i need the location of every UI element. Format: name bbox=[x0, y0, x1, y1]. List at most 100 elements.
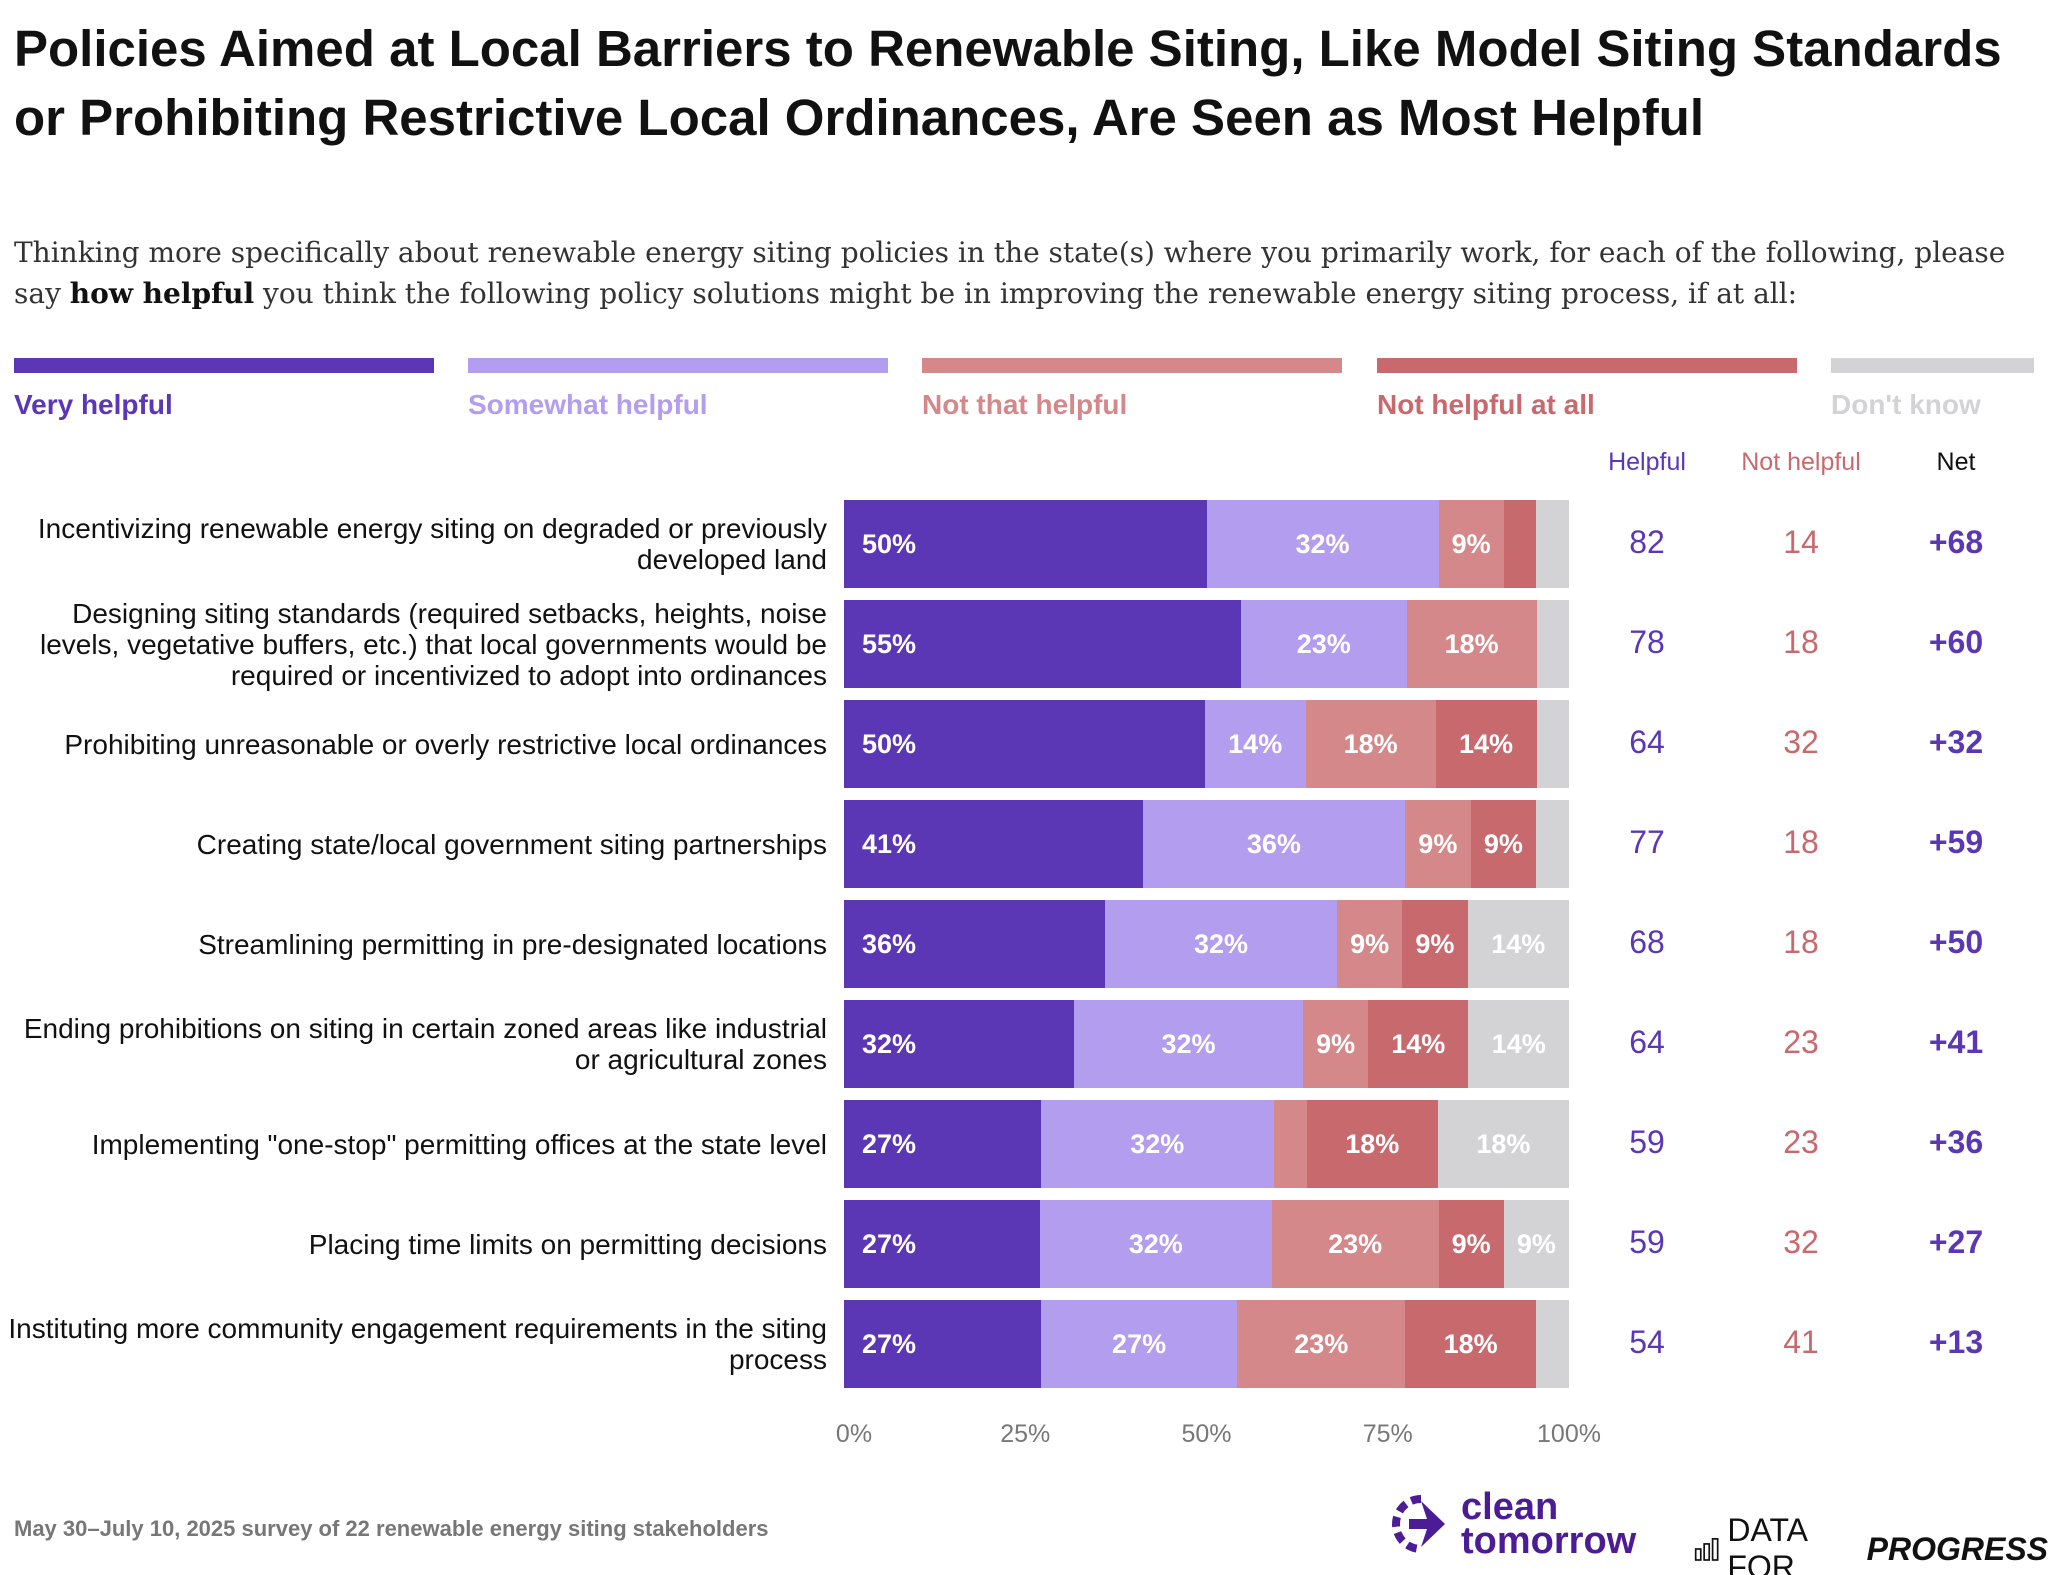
bar-segment-very-helpful: 55% bbox=[844, 600, 1241, 688]
data-label: 23% bbox=[1296, 628, 1351, 659]
data-label: 18% bbox=[1345, 1128, 1400, 1159]
legend-swatch bbox=[14, 358, 434, 373]
data-label: 23% bbox=[1294, 1328, 1349, 1359]
data-label: 23% bbox=[1328, 1228, 1383, 1259]
net-value: +59 bbox=[1928, 824, 1984, 860]
data-label: 9% bbox=[1316, 1028, 1356, 1059]
legend-label: Not that helpful bbox=[922, 389, 1128, 420]
bar-segment-somewhat-helpful: 32% bbox=[1040, 1100, 1274, 1188]
logo-text-plain: DATA FOR bbox=[1727, 1512, 1807, 1575]
bar-segment-don-t-know bbox=[1536, 600, 1569, 688]
data-label: 27% bbox=[862, 1328, 917, 1359]
bar-segment-don-t-know: 14% bbox=[1467, 900, 1569, 988]
bar-segment-not-that-helpful: 9% bbox=[1303, 1000, 1368, 1088]
bar-segment-don-t-know: 9% bbox=[1503, 1200, 1569, 1288]
data-label: 9% bbox=[1451, 528, 1491, 559]
net-value: +13 bbox=[1928, 1324, 1984, 1360]
data-for-progress-logo: DATA FOR PROGRESS bbox=[1694, 1512, 2048, 1575]
chart-subtitle: Thinking more specifically about renewab… bbox=[14, 232, 2034, 314]
helpful-value: 59 bbox=[1629, 1124, 1665, 1160]
bar-segment-not-that-helpful: 18% bbox=[1406, 600, 1537, 688]
legend-label: Not helpful at all bbox=[1377, 389, 1595, 420]
stacked-bar: 27% 32% 23% 9% 9% bbox=[844, 1200, 1569, 1288]
net-value: +36 bbox=[1928, 1124, 1984, 1160]
stacked-bar: 50% 32% 9% bbox=[844, 500, 1569, 588]
subtitle-text-end: you think the following policy solutions… bbox=[254, 277, 1798, 310]
x-tick-label: 75% bbox=[1362, 1420, 1413, 1448]
bar-segment-somewhat-helpful: 32% bbox=[1073, 1000, 1304, 1088]
helpful-value: 77 bbox=[1629, 824, 1665, 860]
data-label: 18% bbox=[1476, 1128, 1531, 1159]
logo-line-2: tomorrow bbox=[1461, 1520, 1637, 1562]
x-tick-label: 100% bbox=[1537, 1420, 1601, 1448]
bar-segment-not-that-helpful: 23% bbox=[1237, 1300, 1406, 1388]
row-label-text: Prohibiting unreasonable or overly restr… bbox=[64, 728, 827, 760]
data-label: 55% bbox=[862, 628, 917, 659]
not-helpful-value: 18 bbox=[1783, 624, 1819, 660]
bar-segment-don-t-know bbox=[1536, 700, 1569, 788]
row-label: Designing siting standards (required set… bbox=[0, 590, 827, 698]
bar-segment-not-helpful-at-all: 18% bbox=[1405, 1300, 1537, 1388]
bar-segment-don-t-know: 18% bbox=[1437, 1100, 1569, 1188]
legend-swatch bbox=[1377, 358, 1797, 373]
data-label: 50% bbox=[862, 728, 917, 759]
chart-title: Policies Aimed at Local Barriers to Rene… bbox=[14, 20, 2002, 146]
net-value: +27 bbox=[1928, 1224, 1984, 1260]
row-label-text: Instituting more community engagement re… bbox=[8, 1313, 827, 1375]
bar-segment-not-that-helpful: 9% bbox=[1337, 900, 1403, 988]
bar-segment-very-helpful: 27% bbox=[844, 1100, 1041, 1188]
data-label: 50% bbox=[862, 528, 917, 559]
helpful-value: 78 bbox=[1629, 624, 1665, 660]
not-helpful-value: 23 bbox=[1783, 1024, 1819, 1060]
legend-label: Don't know bbox=[1831, 389, 1981, 420]
net-value: +60 bbox=[1928, 624, 1984, 660]
net-value: +41 bbox=[1928, 1024, 1984, 1060]
data-label: 18% bbox=[1444, 628, 1499, 659]
legend-label: Very helpful bbox=[14, 389, 173, 420]
bar-segment-somewhat-helpful: 36% bbox=[1142, 800, 1406, 888]
row-label-text: Implementing "one-stop" permitting offic… bbox=[91, 1128, 827, 1160]
row-label-text: Placing time limits on permitting decisi… bbox=[308, 1228, 827, 1260]
x-tick-label: 50% bbox=[1181, 1420, 1232, 1448]
bar-segment-very-helpful: 27% bbox=[844, 1300, 1041, 1388]
clean-tomorrow-logo: clean tomorrow bbox=[1387, 1488, 1637, 1562]
row-label: Streamlining permitting in pre-designate… bbox=[0, 890, 827, 998]
data-label: 9% bbox=[1516, 1228, 1556, 1259]
legend-swatch bbox=[922, 358, 1342, 373]
data-label: 9% bbox=[1483, 828, 1523, 859]
data-label: 14% bbox=[1391, 1028, 1446, 1059]
not-helpful-value: 23 bbox=[1783, 1124, 1819, 1160]
bar-segment-not-helpful-at-all: 9% bbox=[1438, 1200, 1504, 1288]
bar-segment-very-helpful: 50% bbox=[844, 500, 1207, 588]
bar-segment-don-t-know bbox=[1536, 500, 1569, 588]
stacked-bar: 27% 32% 18% 18% bbox=[844, 1100, 1569, 1188]
bar-segment-not-that-helpful: 18% bbox=[1305, 700, 1436, 788]
data-label: 27% bbox=[862, 1128, 917, 1159]
bar-segment-not-that-helpful: 9% bbox=[1405, 800, 1471, 888]
data-label: 9% bbox=[1350, 928, 1390, 959]
row-label: Instituting more community engagement re… bbox=[0, 1290, 827, 1398]
data-label: 32% bbox=[862, 1028, 917, 1059]
helpful-value: 82 bbox=[1629, 524, 1665, 560]
stacked-bar: 32% 32% 9% 14% 14% bbox=[844, 1000, 1569, 1088]
row-label: Prohibiting unreasonable or overly restr… bbox=[0, 690, 827, 798]
not-helpful-value: 32 bbox=[1783, 1224, 1819, 1260]
stacked-bar: 27% 27% 23% 18% bbox=[844, 1300, 1569, 1388]
bar-segment-not-helpful-at-all: 9% bbox=[1402, 900, 1468, 988]
subtitle-text: Thinking more specifically about renewab… bbox=[14, 236, 2006, 310]
column-header-net: Net bbox=[1936, 448, 1976, 476]
bar-segment-very-helpful: 32% bbox=[844, 1000, 1074, 1088]
legend-item: Very helpful bbox=[14, 358, 434, 421]
bar-segment-very-helpful: 27% bbox=[844, 1200, 1040, 1288]
data-label: 14% bbox=[1491, 1028, 1546, 1059]
clean-tomorrow-arrow-icon bbox=[1392, 1495, 1445, 1553]
bar-segment-not-helpful-at-all bbox=[1503, 500, 1537, 588]
row-label: Ending prohibitions on siting in certain… bbox=[0, 990, 827, 1098]
legend-item: Not helpful at all bbox=[1377, 358, 1797, 421]
data-label: 27% bbox=[862, 1228, 917, 1259]
stacked-bar: 36% 32% 9% 9% 14% bbox=[844, 900, 1569, 988]
legend-label: Somewhat helpful bbox=[468, 389, 708, 420]
bar-segment-somewhat-helpful: 32% bbox=[1039, 1200, 1272, 1288]
not-helpful-value: 14 bbox=[1783, 524, 1819, 560]
